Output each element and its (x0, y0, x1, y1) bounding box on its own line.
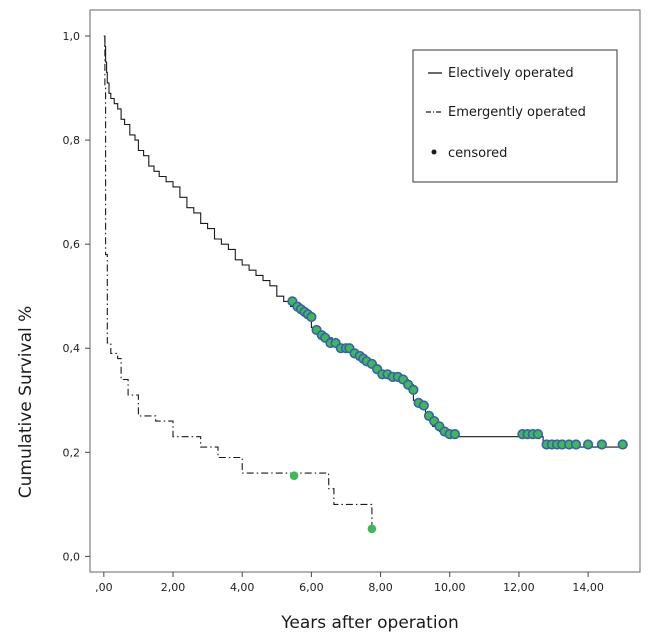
legend-censored-marker (431, 149, 437, 155)
emergent-censored-point (367, 524, 377, 534)
emergent-censored-point (289, 471, 299, 481)
elective-censored-point (408, 384, 419, 396)
y-tick-label: 0,0 (63, 550, 81, 563)
elective-censored-point (582, 439, 594, 450)
y-tick-label: 1,0 (63, 30, 81, 43)
y-axis: 0,0 0,2 0,4 0,6 0,8 1,0 (63, 30, 90, 563)
x-tick-label: 2,00 (161, 581, 186, 594)
x-tick-label: 12,00 (503, 581, 535, 594)
emergent-survival-line (103, 35, 373, 531)
legend-elective-label: Electively operated (448, 66, 574, 81)
elective-censored-point (596, 439, 608, 450)
legend-box (412, 49, 618, 183)
elective-censored-point (418, 400, 429, 411)
y-tick-label: 0,2 (63, 446, 81, 459)
elective-censored-point (449, 429, 461, 440)
y-tick-label: 0,4 (63, 342, 81, 355)
x-tick-label: 14,00 (572, 581, 604, 594)
elective-censored-point (617, 439, 628, 450)
censor-marks (287, 296, 628, 534)
elective-censored-point (306, 311, 317, 323)
legend-emergent-label: Emergently operated (448, 105, 586, 120)
x-tick-label: 6,00 (299, 581, 324, 594)
legend-censored-label: censored (448, 146, 507, 161)
elective-censored-point (532, 429, 544, 440)
x-axis: ,00 2,00 4,00 6,00 8,00 10,00 12,00 14,00 (95, 572, 604, 594)
legend: Electively operated Emergently operated … (412, 49, 618, 183)
y-tick-label: 0,6 (63, 238, 81, 251)
elective-censored-point (570, 439, 582, 450)
x-axis-title: Years after operation (280, 613, 459, 633)
x-tick-label: 10,00 (434, 581, 466, 594)
y-axis-title: Cumulative Survival % (16, 306, 36, 499)
x-tick-label: ,00 (95, 581, 113, 594)
x-tick-label: 8,00 (368, 581, 393, 594)
y-tick-label: 0,8 (63, 134, 81, 147)
x-tick-label: 4,00 (230, 581, 255, 594)
